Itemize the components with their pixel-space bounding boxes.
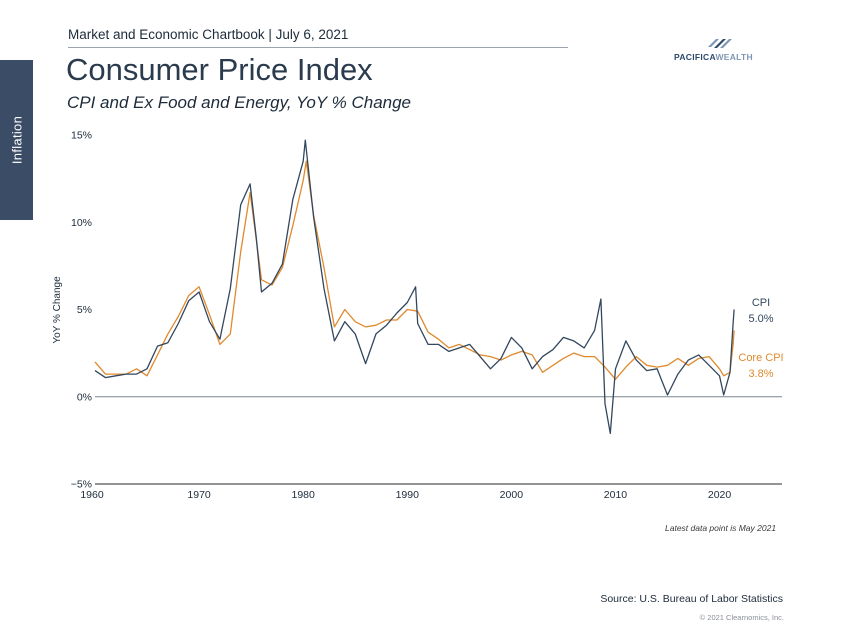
x-tick-label: 2020	[708, 489, 732, 501]
core-cpi-legend-name: Core CPI	[738, 352, 783, 364]
copyright-note: © 2021 Clearnomics, Inc.	[699, 613, 784, 622]
page-title: Consumer Price Index	[66, 52, 373, 87]
pacifica-wealth-logo: PACIFICAWEALTH	[674, 36, 764, 66]
latest-data-note: Latest data point is May 2021	[665, 523, 777, 533]
logo-name-light: WEALTH	[715, 52, 753, 62]
section-tab: Inflation	[0, 60, 33, 220]
x-tick-label: 1980	[292, 489, 316, 501]
y-tick-label: 5%	[77, 304, 92, 316]
x-tick-label: 2000	[500, 489, 524, 501]
core-cpi-series-line	[94, 160, 735, 380]
header-divider	[68, 47, 568, 48]
cpi-legend-name: CPI	[752, 297, 770, 309]
logo-mark-icon	[708, 39, 732, 48]
y-tick-label: 15%	[71, 130, 92, 142]
y-axis-title: YoY % Change	[52, 276, 63, 344]
cpi-latest-value: 5.0%	[748, 313, 773, 325]
page-subtitle: CPI and Ex Food and Energy, YoY % Change	[67, 93, 412, 112]
y-tick-label: 0%	[77, 391, 92, 403]
cpi-series-line	[94, 139, 735, 435]
x-tick-label: 1970	[187, 489, 211, 501]
core-cpi-latest-value: 3.8%	[748, 368, 773, 380]
logo-name-bold: PACIFICA	[674, 52, 716, 62]
x-tick-label: 1960	[80, 489, 104, 501]
chartbook-header: Market and Economic Chartbook | July 6, …	[68, 27, 349, 42]
y-tick-label: 10%	[71, 217, 92, 229]
x-tick-label: 2010	[604, 489, 628, 501]
logo-wordmark: PACIFICAWEALTH	[674, 52, 753, 62]
y-tick-label: −5%	[71, 479, 92, 491]
source-note: Source: U.S. Bureau of Labor Statistics	[600, 593, 783, 605]
x-tick-label: 1990	[396, 489, 420, 501]
